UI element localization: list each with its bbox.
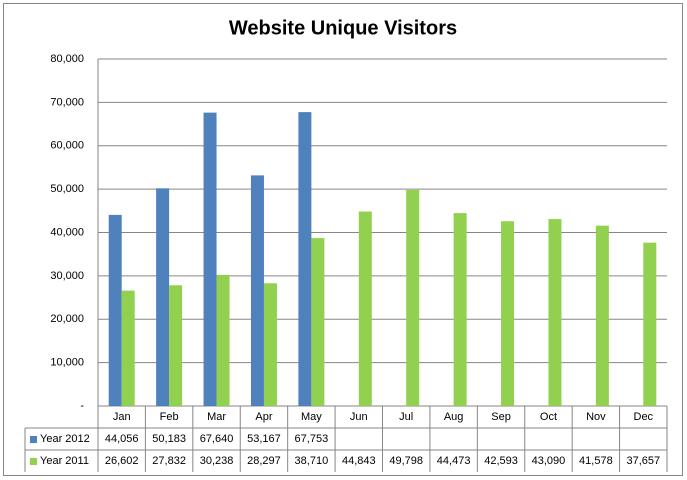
bar — [501, 221, 515, 406]
y-tick-label: 50,000 — [50, 183, 84, 195]
bar — [453, 213, 467, 406]
table-value: 67,753 — [295, 433, 329, 445]
table-value: 50,183 — [152, 433, 186, 445]
table-value: 44,056 — [105, 433, 139, 445]
bar — [108, 214, 122, 406]
x-tick-label: Jan — [113, 411, 131, 423]
x-tick-label: May — [301, 411, 322, 423]
table-value: 43,090 — [532, 455, 566, 467]
x-tick-label: Sep — [491, 411, 511, 423]
x-tick-label: Jun — [350, 411, 368, 423]
bar — [311, 238, 325, 406]
bar — [250, 175, 264, 406]
table-value: 44,473 — [437, 455, 471, 467]
bar — [169, 285, 183, 406]
bar — [263, 283, 277, 406]
table-value: 38,710 — [295, 455, 329, 467]
y-tick-label: 70,000 — [50, 96, 84, 108]
table-value: 28,297 — [247, 455, 281, 467]
chart-title: Website Unique Visitors — [229, 17, 457, 39]
bar — [595, 225, 609, 406]
table-value: 41,578 — [579, 455, 613, 467]
table-value: 26,602 — [105, 455, 139, 467]
y-tick-label: 80,000 — [50, 53, 84, 65]
y-tick-label: 10,000 — [50, 357, 84, 369]
bar — [406, 190, 420, 406]
y-tick-label: - — [80, 400, 84, 412]
table-value: 30,238 — [200, 455, 234, 467]
bar — [643, 242, 657, 406]
y-tick-label: 30,000 — [50, 270, 84, 282]
bar — [156, 188, 170, 406]
table-value: 44,843 — [342, 455, 376, 467]
legend-label: Year 2012 — [40, 433, 90, 445]
bar — [216, 274, 230, 406]
y-tick-label: 40,000 — [50, 226, 84, 238]
x-tick-label: Nov — [586, 411, 606, 423]
bar — [203, 112, 217, 406]
bar — [548, 219, 562, 406]
table-value: 49,798 — [389, 455, 423, 467]
x-tick-label: Aug — [444, 411, 464, 423]
x-tick-label: Feb — [160, 411, 179, 423]
bar — [358, 211, 372, 406]
table-value: 53,167 — [247, 433, 281, 445]
bar — [121, 290, 135, 406]
y-tick-label: 60,000 — [50, 140, 84, 152]
table-value: 37,657 — [626, 455, 660, 467]
table-value: 67,640 — [200, 433, 234, 445]
legend-key — [30, 458, 37, 465]
chart-frame — [3, 3, 683, 476]
table-value: 27,832 — [152, 455, 186, 467]
x-tick-label: Jul — [399, 411, 413, 423]
legend-label: Year 2011 — [40, 455, 89, 467]
bar — [298, 112, 312, 406]
x-tick-label: Oct — [540, 411, 557, 423]
legend-key — [30, 436, 37, 443]
x-tick-label: Apr — [255, 411, 272, 423]
x-tick-label: Dec — [634, 411, 654, 423]
y-tick-label: 20,000 — [50, 313, 84, 325]
x-tick-label: Mar — [207, 411, 226, 423]
table-value: 42,593 — [484, 455, 518, 467]
